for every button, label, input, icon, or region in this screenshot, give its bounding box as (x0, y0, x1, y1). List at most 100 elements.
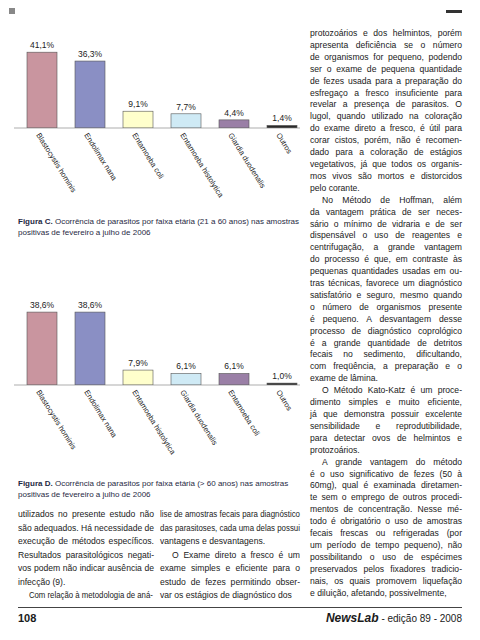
text-line: das parasitoses, cada uma delas possui (160, 522, 300, 536)
data-label: 6,1% (224, 361, 244, 371)
data-label: 36,3% (78, 49, 103, 59)
text-column: utilizados no presente estudo nãosão ade… (18, 508, 154, 603)
category-label: Entamoeba coli (226, 388, 262, 437)
caption-text: Ocorrência de parasitos por faixa etária… (18, 479, 288, 499)
corner-square (9, 8, 15, 14)
text-line: processo de diagnóstico coprológico (310, 326, 462, 338)
data-label: 1,0% (272, 371, 292, 381)
text-line: fecais no sedimento, dificultando, (310, 349, 462, 361)
bar (219, 120, 249, 128)
figure-caption: Figura C. Ocorrência de parasitos por fa… (18, 216, 300, 238)
data-label: 7,9% (128, 358, 148, 368)
text-line: infecção (9). (18, 576, 154, 590)
corner-dash (446, 10, 462, 13)
data-label: 1,4% (272, 113, 292, 123)
text-line: do processo é que, em contraste às (310, 254, 462, 266)
bar (123, 370, 153, 385)
text-line: No Método de Hoffman, além (310, 195, 462, 207)
data-label: 9,1% (128, 99, 148, 109)
bar (75, 312, 105, 385)
category-label: Outros (274, 131, 294, 155)
bar (171, 114, 201, 128)
text-line: var os estágios de diagnóstico dos (160, 589, 300, 603)
data-label: 38,6% (30, 300, 55, 310)
data-label: 41,1% (30, 40, 55, 50)
text-line: pelo corante. (310, 183, 462, 195)
text-line: vegetativos, já que todos os organis- (310, 159, 462, 171)
bar (27, 52, 57, 128)
text-line: fecais frescas ou refrigeradas (por (310, 528, 462, 540)
text-line: execução de métodos específicos. (18, 535, 154, 549)
text-line: de fezes usada para a preparação do (310, 76, 462, 88)
text-line: é o uso significativo de fezes (50 à (310, 469, 462, 481)
text-line: satisfatório e seguro, mesmo quando (310, 290, 462, 302)
bar-chart: 38,6% Blastocystis hominis 38,6% Endolimax … (0, 280, 300, 480)
data-label: 7,7% (176, 102, 196, 112)
text-line: pequenas quantidades usadas em ou- (310, 266, 462, 278)
data-label: 4,4% (224, 108, 244, 118)
bar (27, 312, 57, 385)
text-line: sário o mínimo de vidraria e de ser (310, 219, 462, 231)
text-line: utilizados no presente estudo não (18, 508, 154, 522)
bar (123, 111, 153, 128)
text-line: lise de amostras fecais para diagnóstico (160, 508, 300, 522)
category-label: Blastocystis hominis (34, 131, 78, 194)
bar (219, 373, 249, 385)
text-line: centrifugação, a grande vantagem (310, 242, 462, 254)
text-line: A grande vantagem do método (310, 457, 462, 469)
text-line: da vantagem prática de ser neces- (310, 207, 462, 219)
text-line: de organismos for pequeno, podendo (310, 52, 462, 64)
category-label: Giardia duodenalis (226, 131, 267, 190)
text-line: ser o exame de pequena quantidade (310, 64, 462, 76)
data-label: 38,6% (78, 300, 103, 310)
text-line: um período de tempo pequeno), não (310, 540, 462, 552)
text-line: com freqüência, a preparação e o (310, 361, 462, 373)
footer-rule (18, 607, 462, 608)
category-label: Entamoeba histolytica (178, 131, 225, 199)
bars (27, 312, 297, 385)
category-label: Outros (274, 388, 294, 412)
text-line: dado para a coloração de estágios (310, 147, 462, 159)
caption-text: Ocorrência de parasitos por faixa etária… (18, 217, 299, 237)
text-line: preservados pelos fixadores tradicio- (310, 564, 462, 576)
text-line: revelar a presença de parasitos. O (310, 99, 462, 111)
text-line: protozoários. (310, 445, 462, 457)
edition: - edição 89 - 2008 (381, 613, 462, 624)
text-line: todo é obrigatório o uso de amostras (310, 516, 462, 528)
text-line: vantagens e desvantagens. (160, 535, 300, 549)
category-label: Entamoeba coli (130, 131, 166, 180)
text-line: vos podem não indicar ausência de (18, 562, 154, 576)
bar-chart: 41,1%Blastocystis hominis36,3%Endolimax … (0, 25, 300, 225)
baseline (14, 128, 300, 129)
text-line: 60mg), qual é examinada diretamen- (310, 480, 462, 492)
bar (171, 373, 201, 385)
text-line: exame de lâmina. (310, 373, 462, 385)
text-line: O Exame direto a fresco é um (160, 549, 300, 563)
text-line: já que demonstra possuir excelente (310, 409, 462, 421)
text-line: mos vivos são mortos e distorcidos (310, 171, 462, 183)
text-line: protozoários e dos helmintos, porém (310, 28, 462, 40)
text-line: Com relação à metodologia de aná- (18, 589, 153, 603)
category-label: Blastocystis hominis (34, 388, 78, 451)
text-line: dimento simples e muito eficiente, (310, 397, 462, 409)
text-line: estudo de fezes permitindo obser- (160, 576, 300, 590)
text-line: O Método Kato-Katz é um proce- (310, 385, 462, 397)
text-line: o número de organismos presente (310, 302, 462, 314)
category-label: Entamoeba histolytica (130, 388, 177, 456)
bars (27, 52, 297, 128)
text-line: nais, os quais promovem liquefação (310, 576, 462, 588)
page-number: 108 (18, 612, 36, 624)
figure-caption: Figura D. Ocorrência de parasitos por fa… (18, 478, 300, 500)
category-label: Giardia duodenalis (178, 388, 219, 447)
text-line: é a grande quantidade de detritos (310, 338, 462, 350)
text-line: é pequeno. A desvantagem desse (310, 314, 462, 326)
text-line: e diluição, afetando, possivelmente, (310, 588, 462, 600)
text-line: mentos de concentração. Nesse mé- (310, 504, 462, 516)
text-line: para detectar ovos de helmintos e (310, 433, 462, 445)
category-label: Endolimax nana (82, 388, 119, 440)
bar (267, 125, 297, 128)
text-line: Resultados parasitológicos negati- (18, 549, 154, 563)
text-line: são adequados. Há necessidade de (18, 522, 154, 536)
magazine-name: NewsLab (326, 611, 379, 625)
text-line: corar cistos, porém, não é recomen- (310, 135, 462, 147)
